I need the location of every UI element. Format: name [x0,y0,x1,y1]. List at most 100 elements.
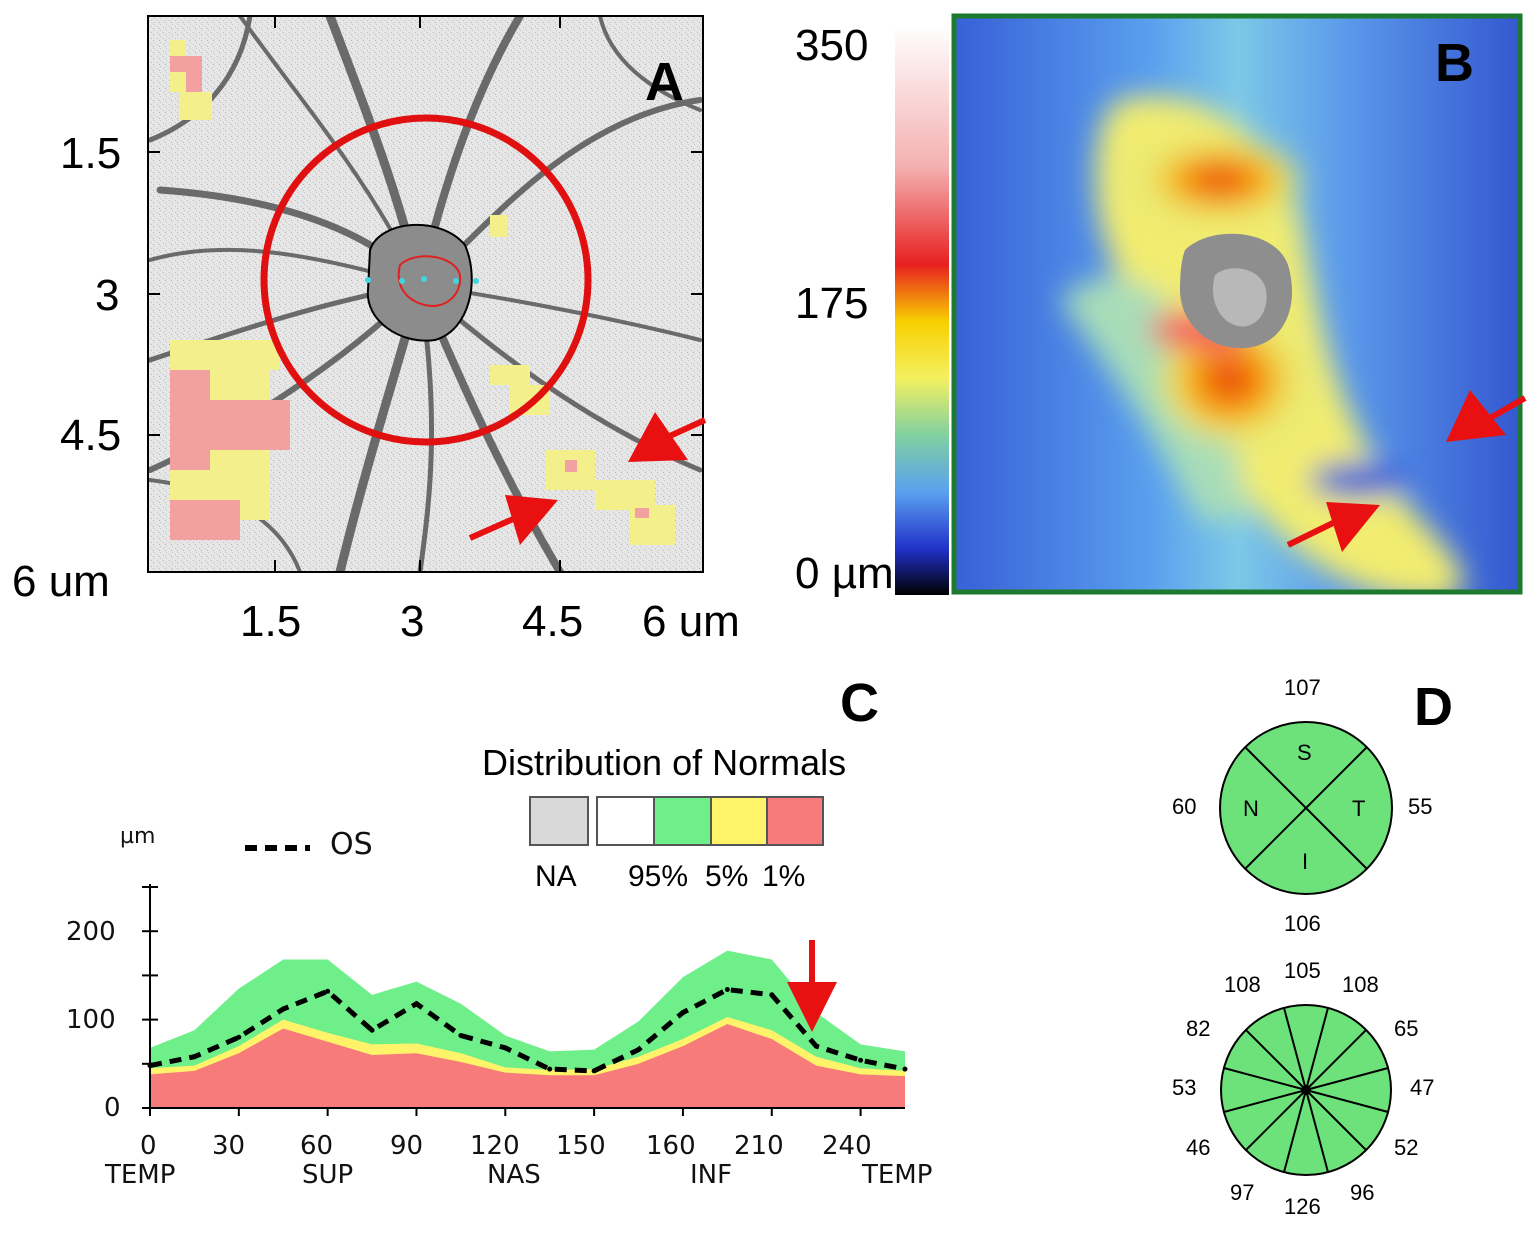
os-point [458,1033,464,1039]
clock-spoke [1305,1067,1389,1091]
clock-value: 47 [1410,1075,1435,1100]
clock-spoke [1283,1007,1307,1091]
cup-outline [397,255,462,307]
clock-value: 46 [1186,1135,1211,1160]
quadrant-value-superior: 107 [1284,675,1321,700]
panel-letter-a: A [645,52,684,112]
clock-value: 52 [1394,1135,1419,1160]
clock-spoke [1245,1089,1307,1151]
y-tick-label: 0 [104,1093,121,1123]
x-tick-label: 150 [556,1131,606,1161]
legend-swatch-yellow [710,796,768,846]
clock-value: 108 [1224,972,1261,997]
os-point [636,1047,642,1053]
clock-spoke [1305,1089,1367,1151]
clock-spoke [1305,1089,1389,1113]
arrow-icon [787,982,837,1032]
sector-label: NAS [487,1160,541,1190]
panel-letter-b: B [1435,33,1474,93]
os-point [502,1045,508,1051]
optic-disc [366,224,473,342]
clock-spoke [1283,1089,1307,1173]
os-point [325,988,331,994]
clock-value: 53 [1172,1075,1197,1100]
x-tick-label: 4.5 [522,597,584,646]
quadrant-label-n: N [1243,796,1259,821]
y-tick-label: 3 [95,271,120,320]
scale-label-min: 0 µm [795,549,894,598]
clock-value: 82 [1186,1016,1211,1041]
os-point [369,1027,375,1033]
os-point [591,1068,597,1074]
x-tick-label: 210 [734,1131,784,1161]
series-legend-label: OS [330,827,373,862]
os-point [680,1010,686,1016]
quadrant-label-i: I [1302,849,1309,874]
quadrant-label-t: T [1352,796,1366,821]
band-1 [150,1024,905,1108]
y-tick-label: 4.5 [60,411,122,460]
clock-spoke [1223,1089,1307,1113]
legend-label-5: 5% [705,860,749,893]
sector-label: SUP [302,1160,354,1190]
quadrant-value-nasal: 60 [1172,794,1197,819]
y-tick-label: 6 um [12,557,110,606]
y-tick-label: 1.5 [60,129,122,178]
x-tick-label: 60 [300,1131,334,1161]
x-tick-label: 3 [400,597,425,646]
legend-swatch-red [766,796,824,846]
clock-value: 105 [1284,958,1321,983]
clock-value: 97 [1230,1180,1255,1205]
clock-value: 96 [1350,1180,1375,1205]
arrow-icon [1446,390,1506,442]
quadrant-value-temporal: 55 [1408,794,1433,819]
clock-spoke [1305,1007,1329,1091]
scale-label-mid: 175 [795,279,869,328]
legend-swatch-na [529,796,589,846]
vessel [148,16,253,143]
x-tick-label: 120 [470,1131,520,1161]
os-point [280,1006,286,1012]
os-point [547,1066,553,1072]
arrow-icon [505,495,558,545]
scale-label-max: 350 [795,21,869,70]
os-point [191,1054,197,1060]
cup-mask [1212,268,1267,327]
x-tick-label: 90 [390,1131,424,1161]
legend-label-1: 1% [762,860,806,893]
x-tick-label: 240 [822,1131,872,1161]
legend-swatch-green [653,796,712,846]
panel-letter-d: D [1414,677,1453,737]
os-line [149,986,906,1074]
x-tick-label: 1.5 [240,597,302,646]
sector-label: TEMP [105,1160,176,1190]
x-tick-label: 6 um [642,597,740,646]
os-point [413,1001,419,1007]
x-tick-label: 160 [646,1131,696,1161]
color-scale-bar [895,25,949,595]
scan-circle [260,114,592,446]
os-point [858,1057,864,1063]
quadrant-value-inferior: 106 [1284,911,1321,936]
x-tick-label: 30 [212,1131,246,1161]
legend-swatch-white [596,796,655,846]
legend-label-95: 95% [628,860,689,893]
clock-value: 126 [1284,1194,1321,1219]
arrow-icon [1326,502,1380,552]
clock-spoke [1305,1089,1329,1173]
arrow-icon [628,412,688,462]
sector-label: TEMP [862,1160,933,1190]
os-point [724,987,730,993]
legend-label-na: NA [535,860,577,893]
clock-spoke [1245,1029,1307,1091]
deviation-squares [170,40,675,545]
legend-title: Distribution of Normals [482,742,847,783]
panel-letter-c: C [840,673,879,733]
